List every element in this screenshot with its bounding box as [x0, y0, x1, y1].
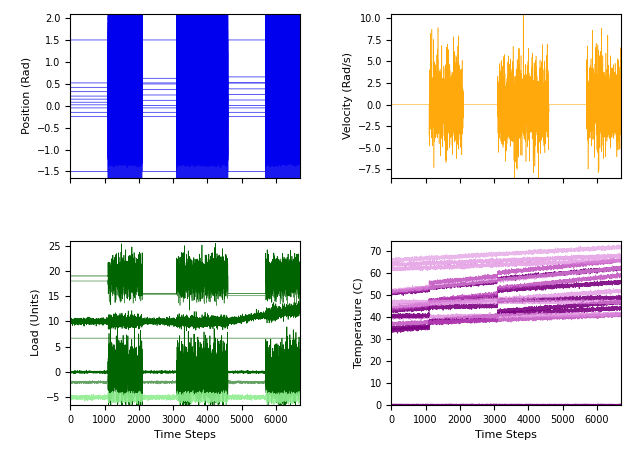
Y-axis label: Velocity (Rad/s): Velocity (Rad/s) — [342, 52, 353, 139]
Y-axis label: Temperature (C): Temperature (C) — [354, 278, 364, 368]
X-axis label: Time Steps: Time Steps — [475, 430, 537, 440]
Y-axis label: Position (Rad): Position (Rad) — [22, 57, 31, 134]
Y-axis label: Load (Units): Load (Units) — [31, 289, 41, 357]
X-axis label: Time Steps: Time Steps — [154, 430, 216, 440]
